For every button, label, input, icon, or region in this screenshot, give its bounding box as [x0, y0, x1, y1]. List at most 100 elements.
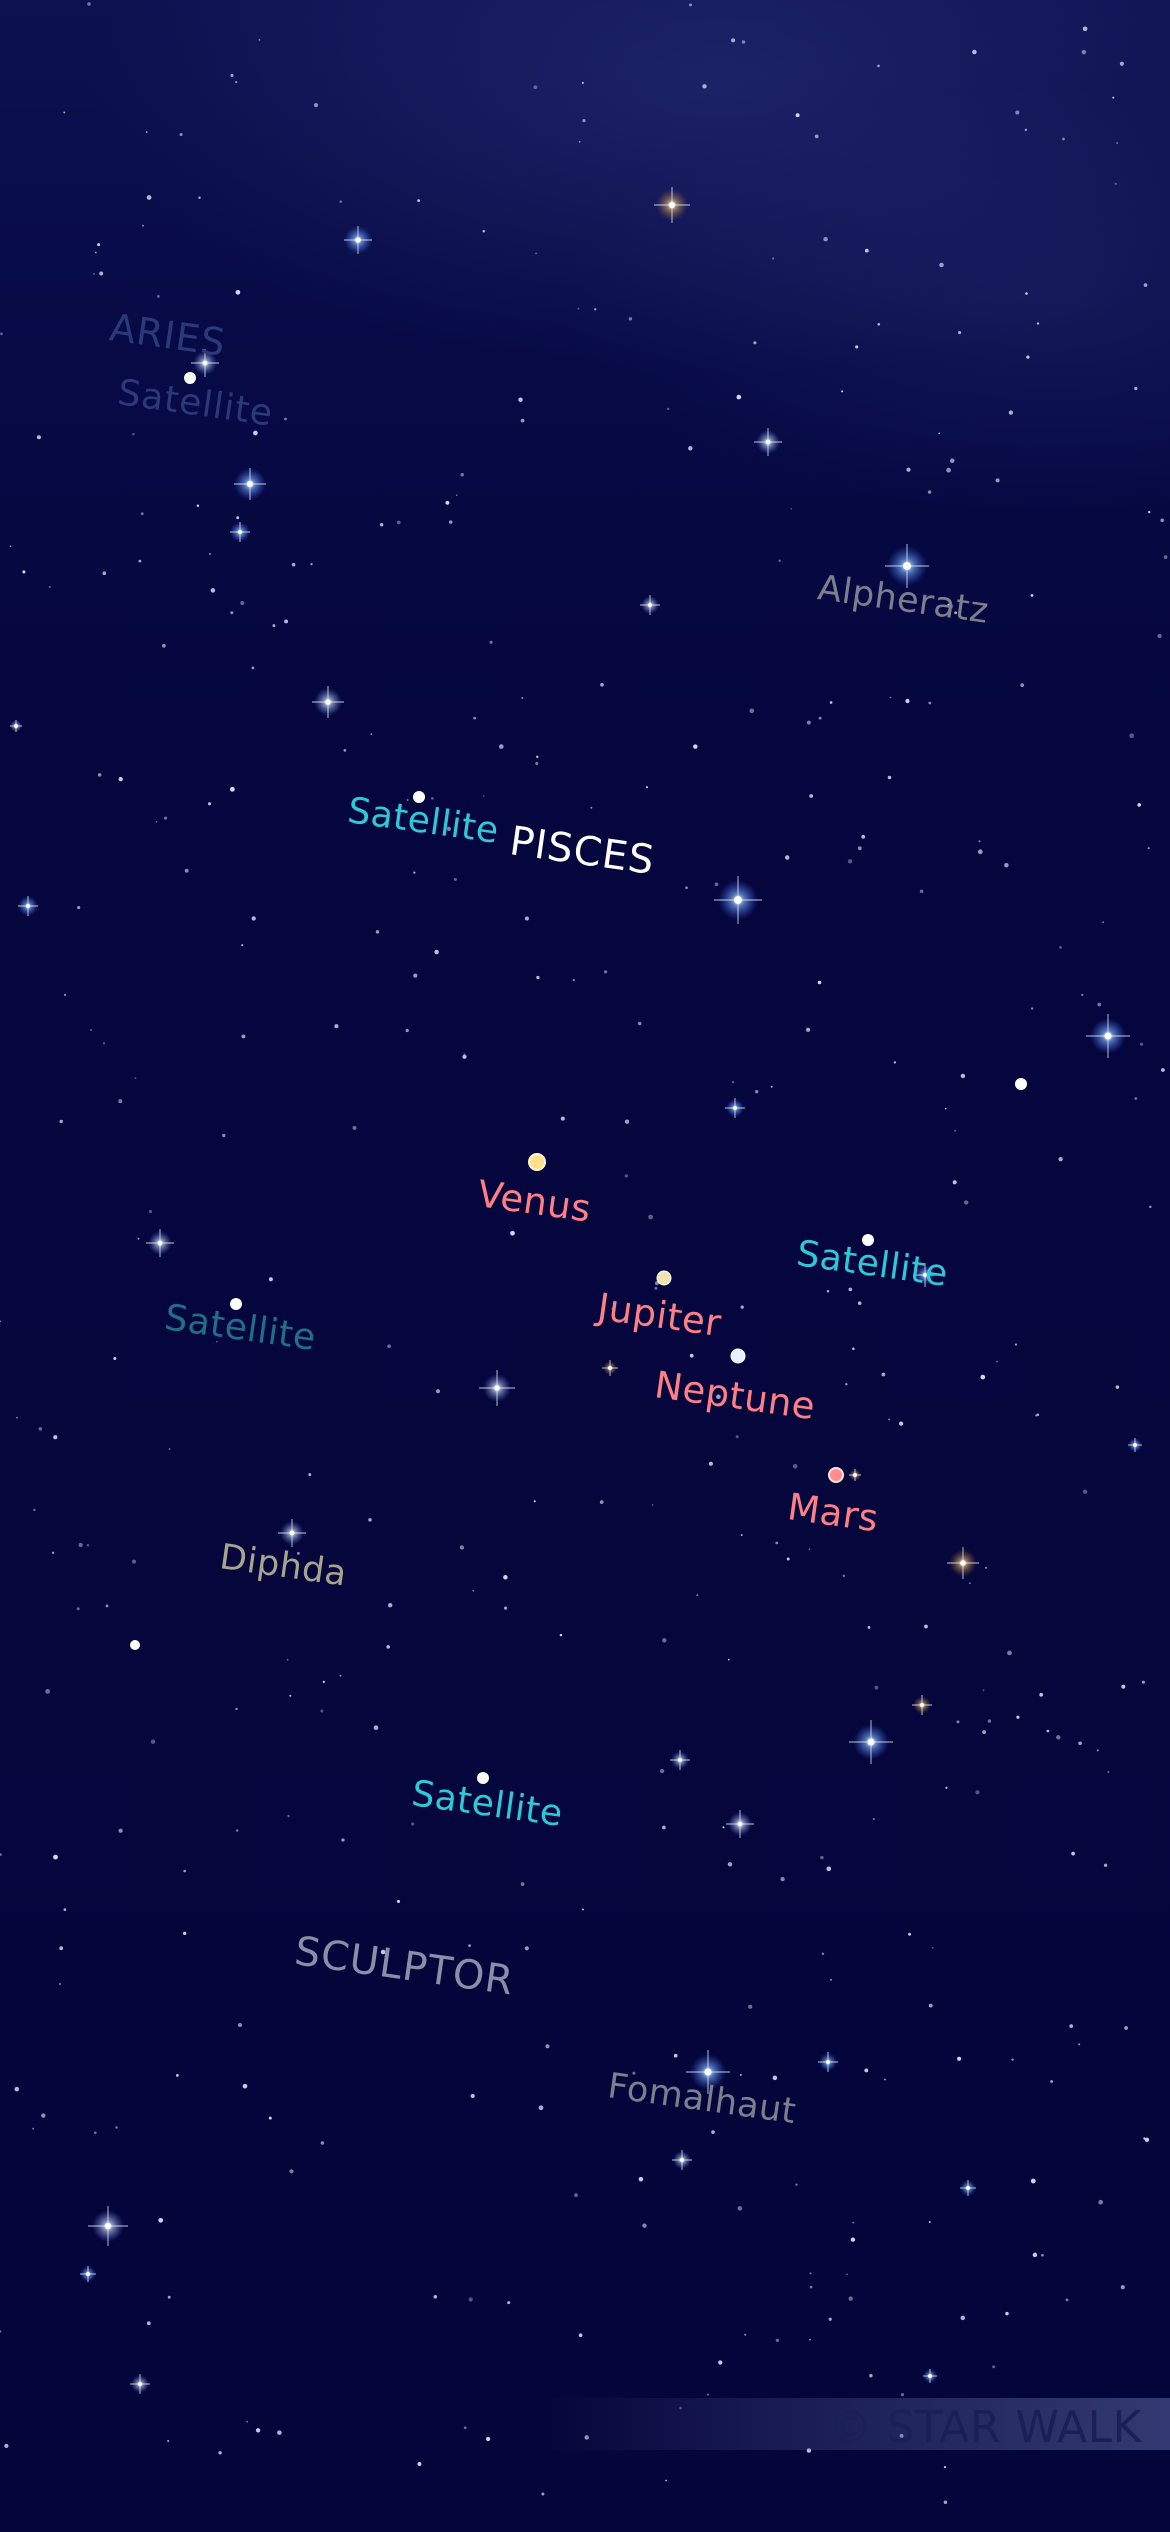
faint-star	[430, 796, 434, 800]
faint-star	[1031, 1007, 1034, 1010]
faint-star	[795, 113, 800, 118]
faint-star	[846, 2273, 848, 2276]
faint-star	[1160, 518, 1165, 523]
faint-star	[370, 733, 373, 736]
faint-star	[94, 2131, 97, 2135]
faint-star	[578, 2333, 583, 2338]
faint-star	[842, 1574, 846, 1578]
bright-star	[146, 1229, 174, 1257]
faint-star	[847, 859, 853, 864]
faint-star	[662, 1825, 666, 1830]
venus-marker[interactable]	[528, 1153, 546, 1171]
faint-star	[470, 2093, 475, 2099]
faint-star	[0, 1320, 1, 1323]
mars-marker[interactable]	[828, 1467, 844, 1483]
faint-star	[826, 1290, 830, 1293]
faint-star	[600, 682, 604, 687]
faint-star	[818, 716, 822, 720]
faint-star	[524, 916, 529, 921]
faint-star	[582, 1908, 584, 1911]
satellite-marker-aries[interactable]	[184, 372, 196, 384]
satellite-marker-west[interactable]	[230, 1298, 242, 1310]
faint-star	[86, 1544, 90, 1547]
faint-star	[448, 520, 453, 524]
faint-star	[1062, 137, 1065, 141]
faint-star	[572, 979, 575, 982]
faint-star	[1026, 355, 1030, 359]
faint-star	[1020, 683, 1025, 687]
faint-star	[235, 1829, 239, 1832]
faint-star	[809, 794, 814, 798]
faint-star	[1129, 733, 1135, 739]
faint-star	[755, 1090, 759, 1094]
satellite-marker-south[interactable]	[477, 1772, 489, 1784]
faint-star	[1039, 1692, 1044, 1697]
faint-star	[855, 345, 859, 349]
faint-star	[289, 2169, 294, 2174]
bright-star	[1086, 1014, 1130, 1058]
neptune-marker[interactable]	[730, 1348, 746, 1364]
faint-star	[1069, 2024, 1074, 2028]
faint-star	[972, 49, 977, 55]
faint-star	[954, 1129, 957, 1132]
faint-star	[560, 1116, 565, 1121]
faint-star	[1050, 2080, 1053, 2083]
faint-star	[735, 1435, 739, 1439]
faint-star	[289, 1694, 292, 1697]
faint-star	[685, 886, 688, 890]
faint-star	[463, 2426, 467, 2430]
faint-star	[1030, 594, 1034, 597]
faint-star	[76, 1607, 80, 1611]
satellite-marker-pisces[interactable]	[413, 791, 425, 803]
faint-star	[702, 84, 707, 89]
faint-star	[919, 889, 924, 894]
faint-star	[230, 73, 234, 77]
star-marker-west	[130, 1640, 140, 1650]
bright-star	[947, 1547, 979, 1579]
faint-star	[954, 611, 957, 615]
faint-star	[883, 2078, 886, 2081]
faint-star	[642, 2223, 647, 2228]
faint-star	[396, 1899, 401, 1903]
faint-star	[53, 1435, 58, 1440]
faint-star	[943, 2500, 948, 2505]
faint-star	[51, 1551, 55, 1554]
satellite-marker-east[interactable]	[862, 1234, 874, 1246]
watermark-bar: © STAR WALK	[540, 2398, 1170, 2453]
faint-star	[255, 2428, 261, 2433]
faint-star	[780, 1876, 785, 1882]
faint-star	[97, 243, 101, 247]
bright-star	[191, 349, 219, 377]
faint-star	[284, 417, 287, 421]
faint-star	[857, 846, 862, 851]
faint-star	[386, 1645, 390, 1649]
faint-star	[1065, 2298, 1069, 2302]
faint-star	[473, 716, 476, 720]
faint-star	[1082, 1489, 1088, 1494]
faint-star	[59, 1119, 63, 1124]
faint-star	[97, 773, 102, 777]
faint-star	[406, 799, 409, 801]
faint-star	[637, 1021, 642, 1026]
faint-star	[864, 248, 869, 253]
faint-star	[578, 141, 581, 143]
faint-star	[218, 2451, 222, 2455]
faint-star	[533, 1500, 536, 1503]
faint-star	[134, 1077, 137, 1080]
faint-star	[277, 2430, 282, 2435]
faint-star	[322, 1680, 325, 1683]
faint-star	[1078, 1741, 1082, 1746]
faint-star	[1008, 410, 1014, 415]
faint-star	[1124, 2026, 1128, 2030]
faint-star	[654, 1286, 658, 1290]
bright-star	[10, 720, 22, 732]
jupiter-marker[interactable]	[656, 1270, 672, 1286]
faint-star	[146, 195, 152, 200]
faint-star	[235, 81, 238, 84]
faint-star	[482, 795, 485, 798]
faint-star	[320, 2141, 325, 2145]
bright-star	[754, 428, 782, 456]
bright-star	[234, 468, 266, 500]
faint-star	[651, 1504, 654, 1506]
